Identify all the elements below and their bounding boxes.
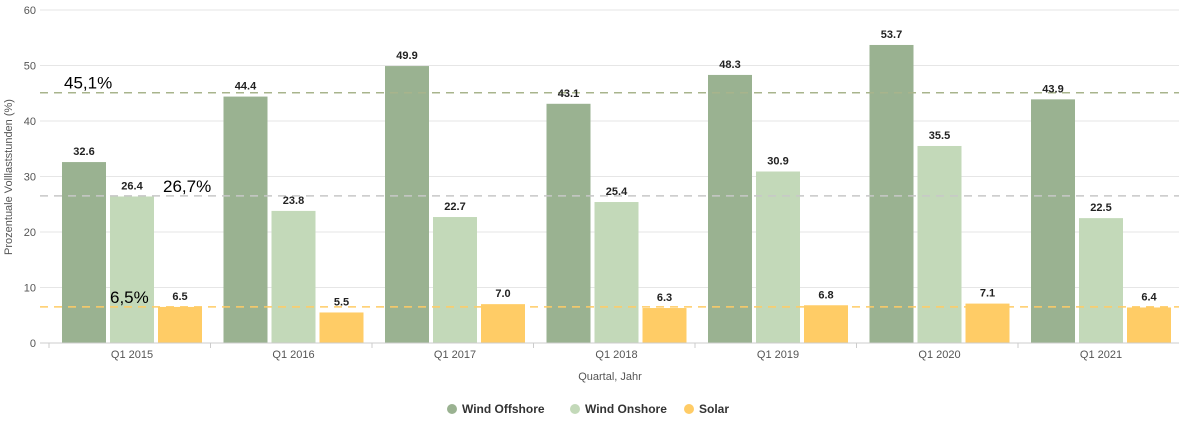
y-tick-label: 40	[24, 116, 36, 128]
legend-item-wind-onshore[interactable]: Wind Onshore	[570, 402, 667, 416]
y-axis-ticks: 0 10 20 30 40 50 60	[24, 5, 36, 350]
x-axis-ticks: Q1 2015 Q1 2016 Q1 2017 Q1 2018 Q1 2019 Q1 20…	[48, 343, 1122, 361]
data-label: 23.8	[283, 195, 304, 207]
data-label: 6.8	[818, 289, 833, 301]
x-tick-label: Q1 2017	[434, 349, 476, 361]
data-label: 5.5	[334, 296, 349, 308]
y-axis-title: Prozentuale Volllaststunden (%)	[3, 99, 15, 255]
legend-item-solar[interactable]: Solar	[684, 402, 729, 416]
x-tick-label: Q1 2018	[595, 349, 637, 361]
reference-line-label: 26,7%	[163, 177, 211, 196]
data-label: 22.5	[1090, 202, 1111, 214]
legend-item-wind-offshore[interactable]: Wind Offshore	[447, 402, 545, 416]
data-label: 22.7	[444, 201, 465, 213]
bar-wind-onshore	[917, 145, 962, 343]
data-label: 25.4	[606, 186, 628, 198]
data-label: 32.6	[73, 146, 94, 158]
x-tick-label: Q1 2020	[918, 349, 960, 361]
bar-wind-onshore	[110, 196, 154, 343]
data-label: 44.4	[235, 81, 257, 93]
bar-wind-offshore	[546, 103, 591, 343]
bar-solar	[804, 305, 848, 343]
bar-solar	[481, 304, 525, 343]
data-label: 26.4	[121, 180, 143, 192]
data-label: 6.3	[657, 292, 672, 304]
y-tick-label: 10	[24, 283, 36, 295]
legend-marker	[684, 404, 694, 414]
x-tick-label: Q1 2021	[1080, 349, 1122, 361]
data-label: 53.7	[881, 29, 902, 41]
y-tick-label: 60	[24, 5, 36, 17]
reference-line-label: 6,5%	[110, 288, 149, 307]
y-tick-label: 30	[24, 172, 36, 184]
legend-marker	[447, 404, 457, 414]
bar-wind-offshore	[1031, 99, 1075, 343]
data-label: 48.3	[719, 59, 740, 71]
bar-solar	[642, 308, 687, 343]
data-label: 49.9	[396, 50, 417, 62]
bar-wind-offshore	[385, 66, 429, 344]
y-tick-label: 50	[24, 61, 36, 73]
y-tick-label: 20	[24, 227, 36, 239]
x-tick-label: Q1 2016	[272, 349, 314, 361]
data-label: 7.0	[495, 288, 510, 300]
bar-wind-offshore	[869, 44, 914, 344]
bar-wind-onshore	[433, 217, 477, 343]
bars	[62, 44, 1171, 344]
bar-wind-onshore	[756, 171, 800, 343]
legend-label: Wind Onshore	[585, 402, 667, 416]
data-labels: 32.6 44.4 49.9 43.1 48.3 53.7 43.9 26.4 23.8 22.7…	[73, 29, 1157, 309]
legend-label: Wind Offshore	[462, 402, 545, 416]
bar-wind-offshore	[708, 74, 752, 343]
y-tick-label: 0	[30, 338, 36, 350]
x-tick-label: Q1 2015	[111, 349, 153, 361]
data-label: 6.5	[172, 291, 187, 303]
bar-solar	[1127, 307, 1171, 343]
legend-marker	[570, 404, 580, 414]
bar-wind-onshore	[594, 202, 639, 343]
legend: Wind Offshore Wind Onshore Solar	[447, 402, 729, 416]
data-label: 30.9	[767, 156, 788, 168]
x-axis-title: Quartal, Jahr	[578, 371, 642, 383]
bar-wind-onshore	[271, 210, 316, 343]
reference-lines: 45,1% 26,7% 6,5%	[40, 74, 1179, 308]
reference-line-label: 45,1%	[64, 74, 112, 93]
data-label: 7.1	[980, 288, 995, 300]
data-label: 6.4	[1141, 291, 1157, 303]
bar-solar	[158, 306, 202, 343]
bar-wind-offshore	[62, 162, 106, 343]
data-label: 35.5	[929, 130, 950, 142]
bar-wind-onshore	[1079, 218, 1123, 343]
bar-solar	[319, 312, 364, 343]
data-label: 43.9	[1042, 83, 1063, 95]
legend-label: Solar	[699, 402, 729, 416]
x-tick-label: Q1 2019	[757, 349, 799, 361]
bar-wind-offshore	[223, 96, 268, 343]
data-label: 43.1	[558, 88, 579, 100]
bar-solar	[965, 303, 1010, 343]
